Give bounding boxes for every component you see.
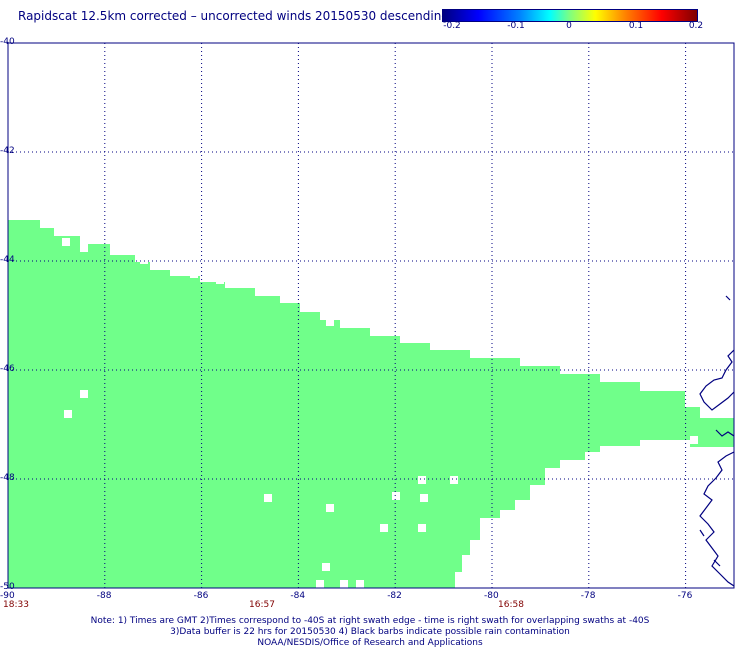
coastline-segment (699, 349, 735, 411)
swath-gap (356, 580, 364, 588)
lon-label: -78 (580, 591, 596, 601)
color-scale-tick: -0.1 (507, 21, 525, 31)
swath-gap (54, 228, 62, 236)
swath-gap (64, 410, 72, 418)
coastline (699, 295, 735, 587)
lon-label: -88 (96, 591, 112, 601)
swath-gap (326, 504, 334, 512)
lat-label: -48 (0, 473, 15, 483)
swath-gap (316, 580, 324, 588)
lat-label: -42 (0, 146, 15, 156)
swath-gap (190, 270, 198, 278)
swath-gap (80, 390, 88, 398)
map-title: Rapidscat 12.5km corrected – uncorrected… (18, 9, 449, 23)
lon-label: -90 (0, 591, 15, 601)
swath-gap (418, 524, 426, 532)
lon-label: -82 (387, 591, 402, 601)
lon-label: -86 (193, 591, 209, 601)
coastline-segment (699, 451, 735, 587)
time-label: 16:58 (498, 600, 524, 610)
note-line: 3)Data buffer is 22 hrs for 20150530 4) … (170, 627, 570, 637)
color-scale-tick: 0 (566, 21, 572, 31)
swath-gap (322, 563, 330, 571)
swath-gap (62, 238, 70, 246)
wind-swath (8, 220, 734, 588)
swath-gap (158, 262, 166, 270)
color-scale-tick: 0.2 (688, 21, 704, 31)
swath-gap (450, 476, 458, 484)
coastline-segment (725, 295, 731, 301)
swath-gap (80, 244, 88, 252)
lat-label: -50 (0, 582, 15, 592)
swath-gap (420, 494, 428, 502)
swath-gap (392, 492, 400, 500)
swath-gap (326, 318, 334, 326)
swath-gap (382, 320, 390, 328)
coastline-segment (699, 529, 705, 537)
map-frame (7, 42, 735, 589)
coastline-segment (713, 559, 721, 567)
time-label: 18:33 (3, 600, 29, 610)
swath-gap (176, 264, 184, 272)
swath-gap (380, 524, 388, 532)
swath-gap (216, 276, 224, 284)
color-scale-tick: 0.1 (628, 21, 644, 31)
lat-label: -40 (0, 37, 15, 47)
coastline-segment (715, 429, 735, 437)
lat-label: -46 (0, 364, 15, 374)
swath-gap (264, 494, 272, 502)
lon-label: -80 (484, 591, 499, 601)
lon-label: -76 (677, 591, 693, 601)
swath-gap (690, 436, 698, 444)
note-line: NOAA/NESDIS/Office of Research and Appli… (257, 638, 483, 648)
color-scale-tick: -0.2 (443, 21, 461, 31)
lat-label: -44 (0, 255, 15, 265)
swath-gap (340, 580, 348, 588)
swath-gap (140, 256, 148, 264)
color-scale-bar (442, 9, 698, 22)
note-line: Note: 1) Times are GMT 2)Times correspon… (90, 616, 650, 626)
swath-area (8, 220, 734, 588)
swath-gap (418, 476, 426, 484)
time-label: 16:57 (249, 600, 275, 610)
swath-gaps (54, 228, 698, 588)
lon-label: -84 (290, 591, 306, 601)
